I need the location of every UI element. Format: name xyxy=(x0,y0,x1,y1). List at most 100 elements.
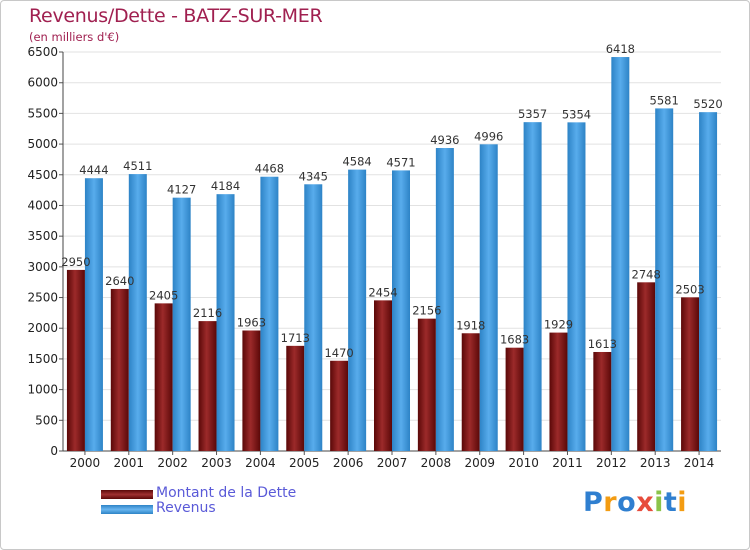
x-tick-label: 2000 xyxy=(70,456,101,470)
x-tick-label: 2005 xyxy=(289,456,320,470)
dette-bar-label: 2454 xyxy=(368,285,397,299)
revenus-bar xyxy=(699,112,718,451)
x-tick-label: 2010 xyxy=(508,456,539,470)
y-tick-label: 2500 xyxy=(27,291,58,305)
dette-bar xyxy=(198,321,217,451)
dette-bar-label: 2503 xyxy=(675,282,704,296)
revenus-bar xyxy=(392,170,410,451)
y-tick-label: 2000 xyxy=(27,321,58,335)
dette-bar-label: 1918 xyxy=(456,318,485,332)
revenus-bar xyxy=(260,176,279,452)
x-tick-label: 2006 xyxy=(333,456,364,470)
dette-bar-label: 2156 xyxy=(412,304,441,318)
dette-bar xyxy=(154,303,173,451)
dette-bar xyxy=(637,282,656,451)
x-tick-label: 2001 xyxy=(114,456,145,470)
dette-bar-label: 2116 xyxy=(193,306,222,320)
revenus-bar-label: 4996 xyxy=(474,129,503,143)
y-tick-label: 5500 xyxy=(27,106,58,120)
dette-bar-label: 1963 xyxy=(237,316,266,330)
legend-swatch-dette xyxy=(101,490,153,499)
revenus-bar-label: 4127 xyxy=(167,183,196,197)
revenus-bar-label: 4468 xyxy=(255,162,284,176)
revenus-bar-label: 4444 xyxy=(79,163,108,177)
revenus-bar-label: 4184 xyxy=(211,179,240,193)
chart-subtitle: (en milliers d'€) xyxy=(29,30,120,44)
data-labels: 2950 2640 2405 2116 1963 1713 1470 2454 2156 1918… xyxy=(61,42,722,360)
dette-bar xyxy=(242,330,261,451)
x-tick-label: 2007 xyxy=(377,456,408,470)
revenus-bar xyxy=(435,148,454,451)
proxiti-logo[interactable]: Proxiti xyxy=(583,487,688,518)
revenus-bar xyxy=(655,108,674,451)
x-tick-label: 2004 xyxy=(245,456,276,470)
y-tick-label: 3000 xyxy=(27,260,58,274)
y-tick-label: 6000 xyxy=(27,76,58,90)
x-tick-label: 2011 xyxy=(552,456,583,470)
dette-bar xyxy=(374,300,392,451)
y-tick-label: 4500 xyxy=(27,168,58,182)
dette-bar xyxy=(110,288,129,451)
y-tick-label: 1500 xyxy=(27,352,58,366)
dette-bar xyxy=(461,333,480,451)
y-tick-label: 5000 xyxy=(27,137,58,151)
revenus-bar-label: 4345 xyxy=(299,169,328,183)
dette-bar-label: 1683 xyxy=(500,333,529,347)
revenus-bar xyxy=(479,144,498,452)
dette-bar-label: 1713 xyxy=(281,331,310,345)
revenus-bar-label: 5357 xyxy=(518,107,547,121)
dette-bar-label: 1470 xyxy=(324,346,353,360)
revenus-bar-label: 6418 xyxy=(606,42,635,56)
dette-bar xyxy=(417,318,436,451)
revenus-bar xyxy=(304,184,323,451)
revenus-bar xyxy=(216,194,235,452)
dette-bar-label: 2748 xyxy=(632,267,661,281)
revenus-bar xyxy=(567,122,586,451)
dette-bar xyxy=(330,360,349,451)
revenus-bar xyxy=(348,169,367,452)
dette-bar xyxy=(593,351,612,451)
y-tick-label: 4000 xyxy=(27,198,58,212)
x-tick-label: 2009 xyxy=(464,456,495,470)
x-tick-label: 2012 xyxy=(596,456,627,470)
dette-bar-label: 2640 xyxy=(105,274,134,288)
chart-title: Revenus/Dette - BATZ-SUR-MER xyxy=(29,5,323,27)
dette-bar-label: 1929 xyxy=(544,318,573,332)
y-tick-label: 3500 xyxy=(27,229,58,243)
revenus-bar-label: 5520 xyxy=(693,97,722,111)
y-tick-label: 0 xyxy=(50,444,58,458)
revenus-bar-label: 4584 xyxy=(342,155,371,169)
y-tick-label: 500 xyxy=(35,413,58,427)
revenus-bar xyxy=(128,174,147,451)
revenus-bar-label: 5354 xyxy=(562,107,591,121)
revenus-bar-label: 4936 xyxy=(430,133,459,147)
x-axis: 2000 2001 2002 2003 2004 2005 2006 2007 2008 2009… xyxy=(63,450,721,470)
dette-bar xyxy=(505,347,524,451)
revenus-bar xyxy=(172,197,191,451)
revenus-bar-label: 4571 xyxy=(386,155,415,169)
bars xyxy=(66,57,718,452)
dette-bar xyxy=(681,297,700,451)
revenus-bar-label: 5581 xyxy=(650,93,679,107)
revenus-bar xyxy=(84,178,103,451)
dette-bar xyxy=(286,345,305,451)
legend-swatch-revenus xyxy=(101,505,153,514)
legend-label-revenus: Revenus xyxy=(156,500,216,516)
x-tick-label: 2003 xyxy=(201,456,232,470)
dette-bar-label: 2405 xyxy=(149,288,178,302)
x-tick-label: 2008 xyxy=(421,456,452,470)
revenus-bar xyxy=(611,57,630,451)
x-tick-label: 2002 xyxy=(157,456,188,470)
y-axis: 0 500 1000 1500 2000 2500 3000 3500 4000 4500 5000… xyxy=(27,45,64,458)
revenus-bar-label: 4511 xyxy=(123,159,152,173)
dette-bar xyxy=(66,269,85,451)
legend-label-dette: Montant de la Dette xyxy=(156,485,297,501)
dette-bar-label: 2950 xyxy=(61,255,90,269)
revenus-bar xyxy=(523,122,542,452)
y-tick-label: 6500 xyxy=(27,45,58,59)
x-tick-label: 2013 xyxy=(640,456,671,470)
dette-bar xyxy=(549,332,568,451)
dette-bar-label: 1613 xyxy=(588,337,617,351)
